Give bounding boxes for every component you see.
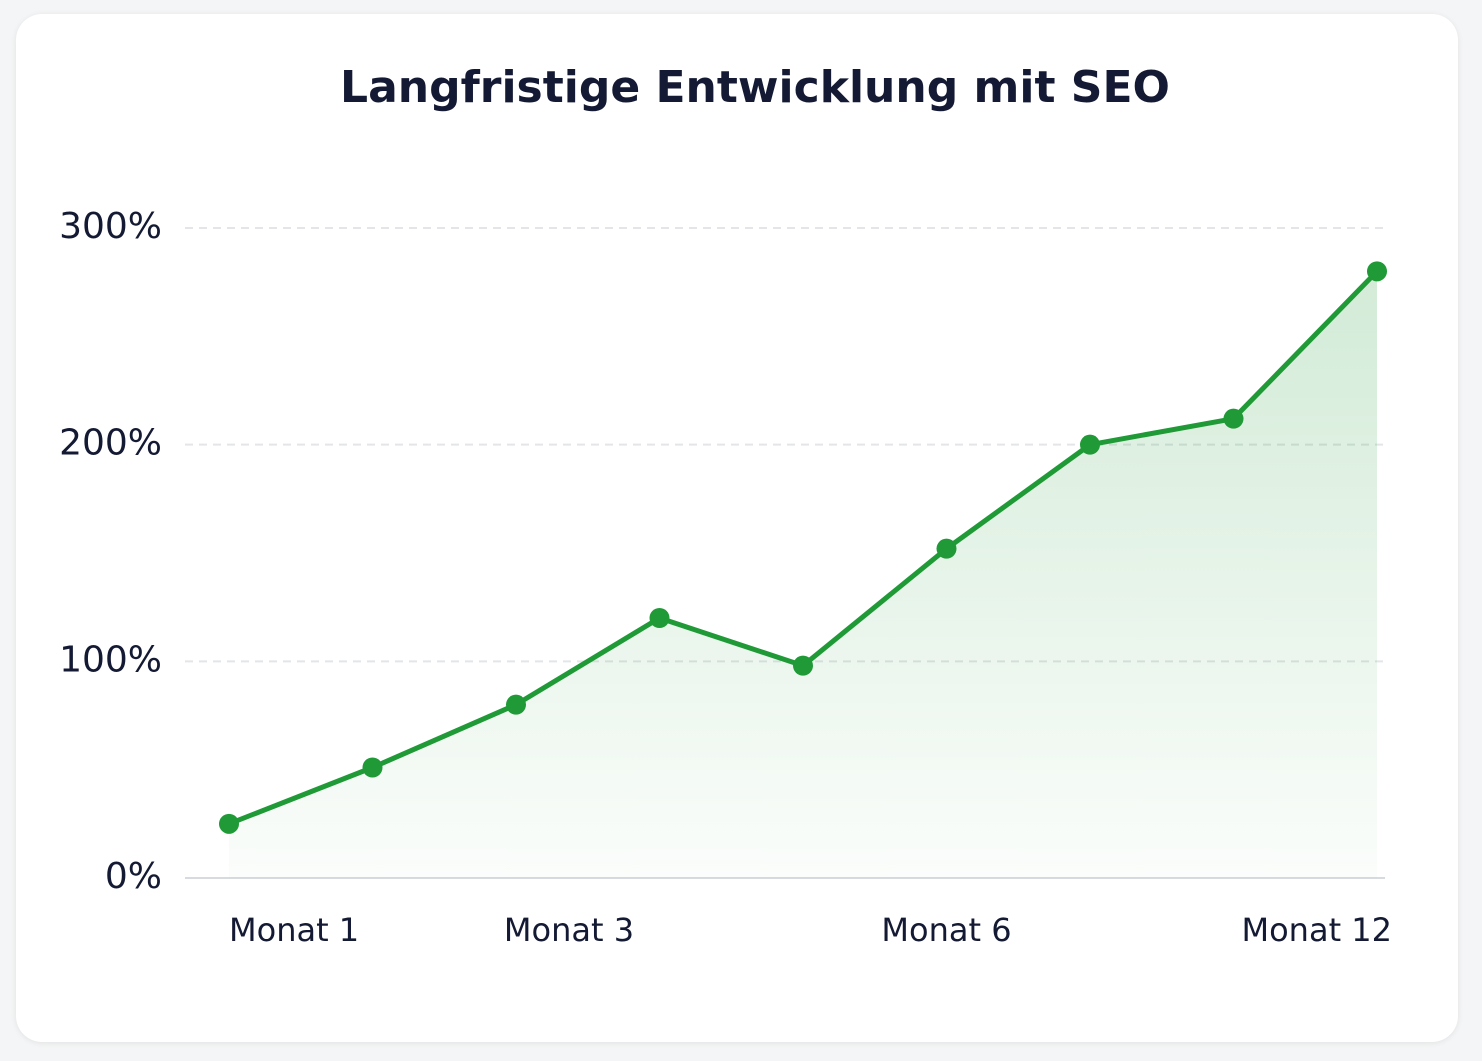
x-tick-label: Monat 12 bbox=[1241, 911, 1392, 949]
y-tick-label: 300% bbox=[59, 206, 162, 247]
x-tick-label: Monat 3 bbox=[504, 911, 634, 949]
point bbox=[793, 655, 813, 676]
x-tick-label: Monat 1 bbox=[229, 911, 359, 949]
chart-title: Langfristige Entwicklung mit SEO bbox=[340, 62, 1170, 113]
point bbox=[1223, 408, 1244, 429]
point bbox=[936, 538, 957, 559]
y-tick-label: 200% bbox=[59, 423, 162, 464]
point bbox=[219, 813, 239, 834]
point bbox=[649, 608, 670, 628]
y-tick-label: 0% bbox=[105, 856, 162, 897]
point bbox=[1080, 434, 1100, 455]
x-tick-label: Monat 6 bbox=[881, 911, 1011, 949]
area bbox=[229, 271, 1377, 878]
point bbox=[1367, 261, 1387, 282]
point bbox=[362, 757, 383, 778]
y-tick-label: 100% bbox=[59, 639, 162, 680]
point bbox=[506, 694, 526, 715]
